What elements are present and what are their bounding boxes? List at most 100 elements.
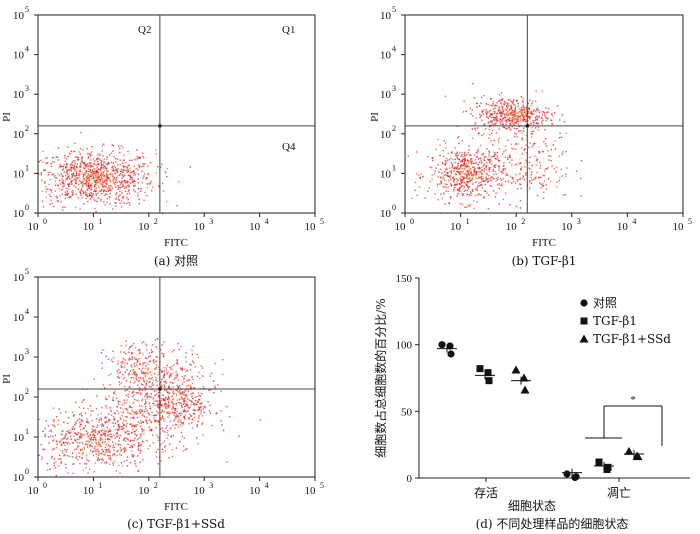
event-point bbox=[445, 190, 447, 192]
event-point bbox=[213, 392, 215, 394]
event-point-core bbox=[90, 451, 92, 453]
panel-d-xticks: 存活 凋亡 bbox=[474, 478, 631, 500]
event-point bbox=[68, 185, 70, 187]
event-point bbox=[129, 159, 131, 161]
event-point-core bbox=[466, 165, 468, 167]
event-point bbox=[528, 108, 531, 111]
event-point bbox=[548, 159, 550, 161]
event-point bbox=[144, 173, 146, 175]
event-point bbox=[192, 403, 195, 405]
event-point bbox=[79, 413, 81, 416]
event-point bbox=[127, 169, 129, 171]
event-point bbox=[141, 410, 144, 413]
event-point bbox=[117, 164, 119, 166]
event-point bbox=[99, 443, 101, 445]
event-point bbox=[109, 196, 111, 199]
event-point bbox=[468, 186, 470, 188]
event-point-core bbox=[93, 174, 96, 176]
event-point bbox=[142, 152, 144, 154]
event-point bbox=[455, 167, 457, 169]
event-point bbox=[155, 360, 158, 362]
event-point-core bbox=[468, 168, 470, 170]
event-point bbox=[506, 105, 508, 108]
event-point bbox=[190, 364, 192, 366]
event-point bbox=[138, 444, 140, 446]
event-point bbox=[498, 167, 500, 169]
event-point bbox=[132, 369, 135, 371]
event-point bbox=[531, 127, 533, 129]
event-point bbox=[509, 117, 511, 119]
event-point bbox=[181, 367, 184, 369]
event-point bbox=[52, 418, 55, 421]
event-point bbox=[512, 114, 514, 116]
event-point-core bbox=[518, 118, 520, 120]
event-point bbox=[174, 415, 177, 418]
event-point bbox=[527, 102, 529, 104]
event-point bbox=[127, 198, 129, 201]
event-point bbox=[142, 155, 144, 158]
event-point bbox=[135, 168, 137, 170]
event-point-core bbox=[187, 399, 189, 401]
event-point bbox=[51, 156, 54, 159]
event-point bbox=[90, 450, 92, 452]
event-point-core bbox=[133, 370, 135, 372]
event-point bbox=[514, 117, 517, 119]
event-point bbox=[481, 186, 484, 189]
event-point-core bbox=[104, 176, 106, 178]
event-point bbox=[517, 105, 519, 108]
event-point-core bbox=[512, 178, 514, 181]
event-point bbox=[112, 144, 115, 147]
event-point bbox=[86, 444, 89, 446]
event-point bbox=[153, 372, 156, 375]
event-point bbox=[145, 178, 147, 180]
event-point bbox=[140, 425, 142, 427]
event-point-core bbox=[125, 394, 127, 396]
event-point bbox=[140, 443, 142, 445]
event-point bbox=[197, 409, 200, 411]
event-point bbox=[529, 111, 531, 114]
event-point bbox=[89, 445, 91, 447]
event-point bbox=[558, 137, 561, 139]
event-point bbox=[518, 117, 520, 119]
event-point bbox=[443, 155, 445, 158]
event-point bbox=[81, 401, 83, 403]
event-point bbox=[196, 395, 198, 398]
event-point bbox=[554, 148, 557, 150]
event-point-core bbox=[143, 413, 145, 415]
event-point bbox=[125, 181, 128, 183]
event-point bbox=[68, 178, 71, 180]
event-point bbox=[185, 410, 187, 413]
event-point bbox=[451, 151, 453, 153]
event-point bbox=[75, 421, 77, 423]
event-point bbox=[73, 150, 76, 153]
event-point bbox=[86, 181, 88, 183]
event-point-core bbox=[115, 175, 117, 177]
event-point-core bbox=[92, 433, 94, 436]
event-point bbox=[507, 139, 509, 142]
event-point bbox=[480, 114, 482, 116]
event-point-core bbox=[472, 183, 474, 186]
event-point bbox=[100, 352, 103, 354]
event-point bbox=[532, 130, 535, 132]
event-point bbox=[44, 169, 46, 171]
event-point bbox=[106, 167, 108, 170]
event-point bbox=[127, 396, 129, 398]
event-point bbox=[129, 178, 131, 181]
event-point bbox=[113, 182, 115, 184]
event-point bbox=[489, 161, 491, 163]
event-point bbox=[495, 104, 497, 107]
y-tick-exponent: 3 bbox=[25, 84, 29, 93]
event-point bbox=[496, 102, 498, 104]
event-point bbox=[490, 159, 492, 162]
event-point bbox=[502, 172, 504, 174]
event-point bbox=[184, 449, 187, 451]
event-point bbox=[516, 112, 518, 114]
event-point bbox=[471, 158, 473, 160]
event-point bbox=[104, 446, 107, 449]
event-point bbox=[166, 200, 168, 203]
event-point bbox=[190, 404, 192, 406]
event-point bbox=[74, 175, 76, 177]
event-point bbox=[98, 175, 100, 178]
event-point bbox=[462, 184, 464, 187]
event-point bbox=[179, 412, 181, 414]
